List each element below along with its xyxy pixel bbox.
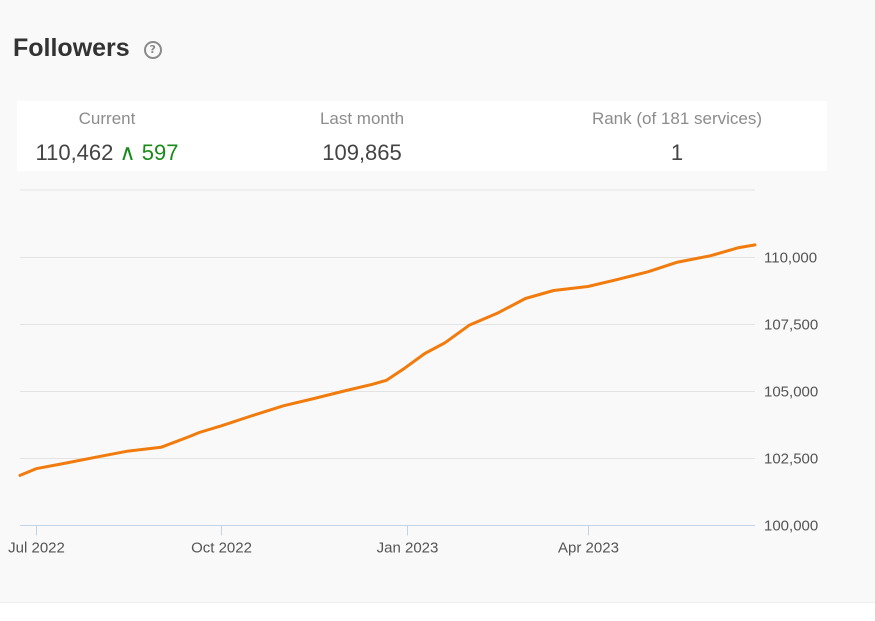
stats-summary: Current 110,462 ∧ 597 Last month 109,865… bbox=[17, 101, 827, 171]
page-title: Followers bbox=[13, 34, 130, 62]
stat-last-month-label: Last month bbox=[319, 109, 405, 128]
help-circle-icon[interactable]: ? bbox=[143, 41, 162, 59]
stat-current-value-row: 110,462 ∧ 597 bbox=[17, 140, 197, 166]
series-line-followers bbox=[18, 243, 757, 477]
y-tick-label: 100,000 bbox=[764, 518, 818, 535]
y-tick-label: 107,500 bbox=[764, 317, 818, 334]
title-row: Followers ? bbox=[13, 34, 162, 63]
delta-up-arrow-icon: ∧ bbox=[119, 140, 136, 165]
stat-current-value: 110,462 bbox=[35, 140, 114, 165]
stat-rank-label: Rank (of 181 services) bbox=[591, 109, 763, 128]
x-tick-label: Jul 2022 bbox=[8, 540, 65, 557]
stat-last-month-value: 109,865 bbox=[322, 140, 402, 165]
y-tick-label: 102,500 bbox=[764, 451, 818, 468]
series-layer bbox=[18, 243, 757, 477]
x-tick-label: Oct 2022 bbox=[191, 540, 252, 557]
y-tick-label: 110,000 bbox=[764, 250, 817, 267]
stat-current-label: Current bbox=[78, 109, 136, 128]
stat-current-delta: 597 bbox=[141, 140, 179, 165]
followers-line-chart: 100,000 102,500 105,000 107,500 110,000 Jul … bbox=[8, 189, 818, 557]
x-tick-label: Apr 2023 bbox=[558, 540, 619, 557]
y-axis-labels: 100,000 102,500 105,000 107,500 110,000 bbox=[764, 250, 818, 535]
y-tick-label: 105,000 bbox=[764, 384, 818, 401]
x-axis-labels: Jul 2022 Oct 2022 Jan 2023 Apr 2023 bbox=[8, 540, 619, 557]
stat-rank-value: 1 bbox=[670, 140, 684, 165]
bottom-strip bbox=[0, 602, 875, 621]
x-axis bbox=[20, 525, 755, 536]
x-tick-label: Jan 2023 bbox=[377, 540, 439, 557]
grid-lines bbox=[20, 189, 755, 459]
